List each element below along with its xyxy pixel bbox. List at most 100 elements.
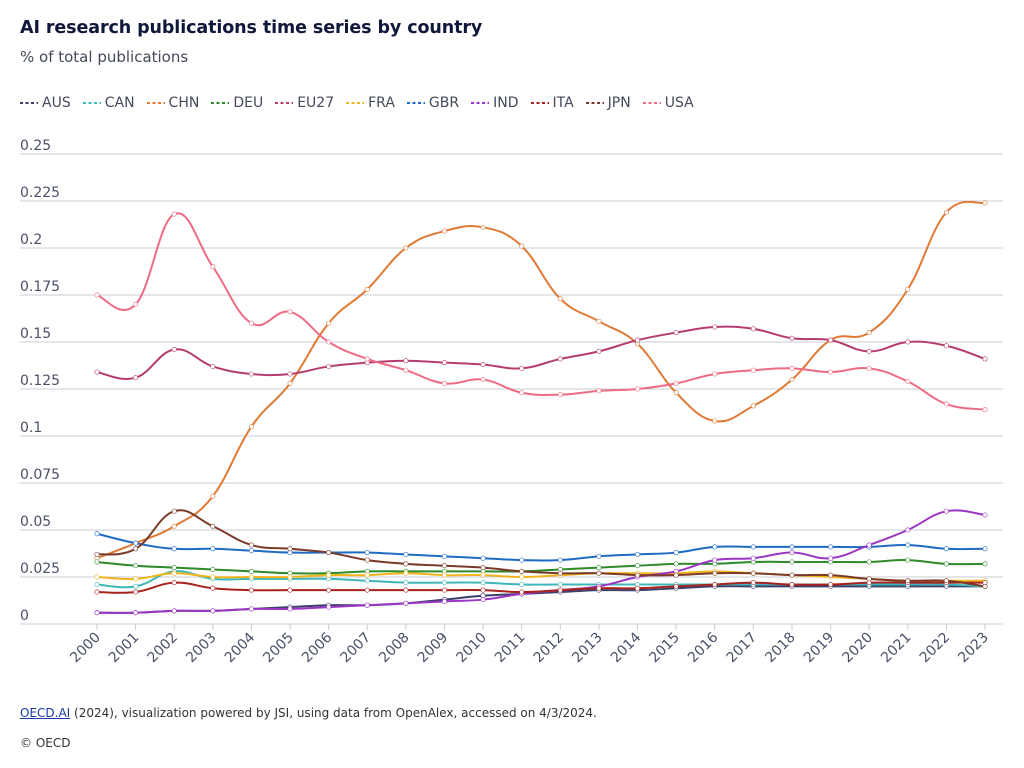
data-point-ind-2002[interactable] [171, 608, 177, 614]
data-point-eu27-2000[interactable] [94, 369, 100, 375]
legend-item-fra[interactable]: FRA [346, 95, 395, 111]
data-point-ita-2013[interactable] [596, 585, 602, 591]
data-point-jpn-2020[interactable] [866, 576, 872, 582]
data-point-ita-2007[interactable] [364, 587, 370, 593]
data-point-fra-2009[interactable] [441, 572, 447, 578]
data-point-ind-2019[interactable] [828, 555, 834, 561]
data-point-can-2011[interactable] [519, 582, 525, 588]
data-point-ita-2019[interactable] [828, 582, 834, 588]
data-point-ita-2018[interactable] [789, 582, 795, 588]
data-point-usa-2017[interactable] [750, 367, 756, 373]
data-point-chn-2009[interactable] [441, 228, 447, 234]
data-point-usa-2007[interactable] [364, 356, 370, 362]
data-point-eu27-2020[interactable] [866, 348, 872, 354]
data-point-jpn-2011[interactable] [519, 568, 525, 574]
data-point-fra-2000[interactable] [94, 574, 100, 580]
data-point-eu27-2016[interactable] [712, 324, 718, 330]
data-point-deu-2014[interactable] [635, 563, 641, 569]
data-point-gbr-2000[interactable] [94, 531, 100, 537]
data-point-jpn-2003[interactable] [210, 523, 216, 529]
series-line-gbr[interactable] [96, 532, 986, 562]
data-point-chn-2004[interactable] [248, 424, 254, 430]
data-point-usa-2022[interactable] [943, 401, 949, 407]
data-point-deu-2015[interactable] [673, 561, 679, 567]
series-line-can[interactable] [96, 570, 986, 589]
data-point-ind-2004[interactable] [248, 606, 254, 612]
data-point-chn-2008[interactable] [403, 245, 409, 251]
data-point-eu27-2013[interactable] [596, 348, 602, 354]
data-point-usa-2019[interactable] [828, 369, 834, 375]
data-point-fra-2007[interactable] [364, 572, 370, 578]
data-point-deu-2001[interactable] [133, 563, 139, 569]
data-point-jpn-2017[interactable] [750, 570, 756, 576]
data-point-ita-2005[interactable] [287, 587, 293, 593]
data-point-ind-2008[interactable] [403, 600, 409, 606]
data-point-eu27-2008[interactable] [403, 358, 409, 364]
data-point-can-2000[interactable] [94, 582, 100, 588]
data-point-fra-2001[interactable] [133, 576, 139, 582]
data-point-eu27-2001[interactable] [133, 375, 139, 381]
data-point-gbr-2016[interactable] [712, 544, 718, 550]
data-point-can-2001[interactable] [133, 583, 139, 589]
data-point-chn-2006[interactable] [326, 320, 332, 326]
data-point-usa-2018[interactable] [789, 365, 795, 371]
data-point-deu-2021[interactable] [905, 557, 911, 563]
data-point-gbr-2003[interactable] [210, 546, 216, 552]
data-point-eu27-2017[interactable] [750, 326, 756, 332]
data-point-chn-2021[interactable] [905, 286, 911, 292]
data-point-deu-2002[interactable] [171, 565, 177, 571]
data-point-deu-2023[interactable] [982, 561, 988, 567]
source-link[interactable]: OECD.AI [20, 706, 71, 720]
data-point-chn-2022[interactable] [943, 209, 949, 215]
data-point-usa-2011[interactable] [519, 390, 525, 396]
data-point-usa-2015[interactable] [673, 380, 679, 386]
series-line-usa[interactable] [96, 212, 986, 411]
data-point-ita-2010[interactable] [480, 587, 486, 593]
data-point-gbr-2008[interactable] [403, 551, 409, 557]
data-point-chn-2018[interactable] [789, 377, 795, 383]
data-point-gbr-2004[interactable] [248, 548, 254, 554]
data-point-gbr-2022[interactable] [943, 546, 949, 552]
series-line-ita[interactable] [96, 581, 985, 594]
data-point-usa-2014[interactable] [635, 386, 641, 392]
data-point-jpn-2022[interactable] [943, 578, 949, 584]
legend-item-jpn[interactable]: JPN [585, 95, 631, 111]
data-point-ita-2011[interactable] [519, 589, 525, 595]
data-point-ita-2003[interactable] [210, 585, 216, 591]
data-point-gbr-2007[interactable] [364, 550, 370, 556]
data-point-ind-2023[interactable] [982, 512, 988, 518]
data-point-ita-2004[interactable] [248, 587, 254, 593]
data-point-chn-2023[interactable] [982, 200, 988, 206]
data-point-eu27-2022[interactable] [943, 343, 949, 349]
series-line-jpn[interactable] [96, 509, 986, 588]
data-point-ind-2009[interactable] [441, 598, 447, 604]
data-point-deu-2020[interactable] [866, 559, 872, 565]
data-point-usa-2002[interactable] [171, 211, 177, 217]
data-point-gbr-2009[interactable] [441, 553, 447, 559]
data-point-gbr-2015[interactable] [673, 550, 679, 556]
legend-item-deu[interactable]: DEU [211, 95, 263, 111]
data-point-deu-2013[interactable] [596, 565, 602, 571]
data-point-eu27-2004[interactable] [248, 371, 254, 377]
legend-item-aus[interactable]: AUS [20, 95, 71, 111]
legend-item-gbr[interactable]: GBR [406, 95, 459, 111]
data-point-eu27-2015[interactable] [673, 330, 679, 336]
data-point-ind-2010[interactable] [480, 597, 486, 603]
data-point-usa-2012[interactable] [557, 392, 563, 398]
data-point-usa-2021[interactable] [905, 378, 911, 384]
data-point-fra-2003[interactable] [210, 574, 216, 580]
data-point-jpn-2018[interactable] [789, 572, 795, 578]
data-point-ita-2008[interactable] [403, 587, 409, 593]
data-point-usa-2000[interactable] [94, 292, 100, 298]
data-point-usa-2016[interactable] [712, 371, 718, 377]
data-point-usa-2008[interactable] [403, 367, 409, 373]
data-point-can-2009[interactable] [441, 580, 447, 586]
data-point-jpn-2016[interactable] [712, 570, 718, 576]
data-point-ind-2021[interactable] [905, 527, 911, 533]
data-point-usa-2020[interactable] [866, 365, 872, 371]
data-point-ind-2022[interactable] [943, 508, 949, 514]
data-point-deu-2022[interactable] [943, 561, 949, 567]
data-point-ita-2006[interactable] [326, 587, 332, 593]
data-point-gbr-2014[interactable] [635, 551, 641, 557]
data-point-chn-2003[interactable] [210, 493, 216, 499]
